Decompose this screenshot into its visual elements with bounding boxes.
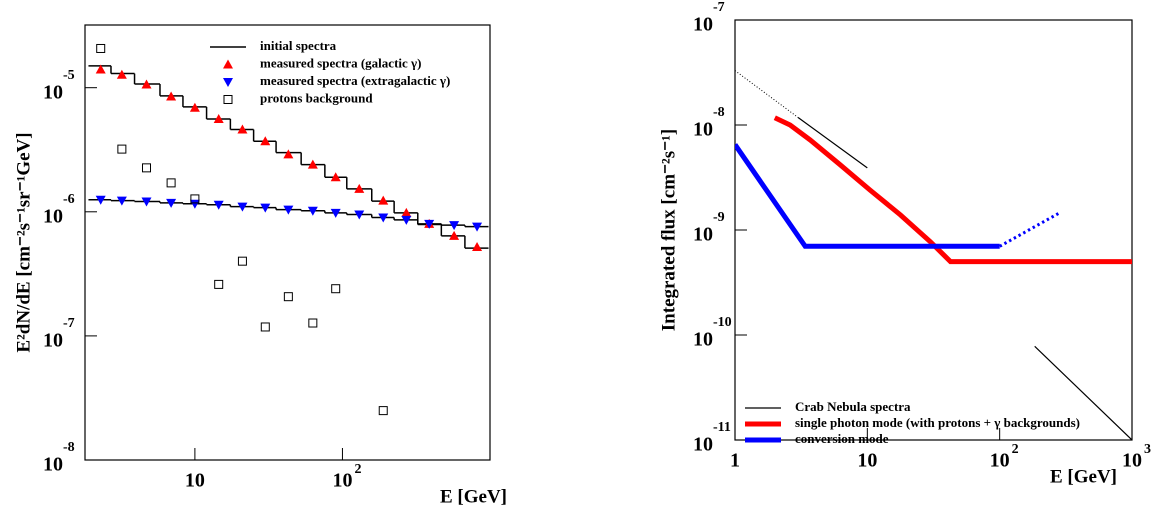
- y-tick-label: 10: [693, 329, 713, 351]
- legend-symbol: [223, 95, 233, 104]
- x-tick-label: 10: [1122, 450, 1142, 472]
- x-axis-title: E [GeV]: [1050, 466, 1117, 487]
- chart-panel: 10 10 210-510-610-710-8E [GeV]E²dN/dE [cm⁻…: [13, 24, 507, 507]
- data-point: [283, 149, 294, 159]
- data-point: [260, 203, 271, 213]
- data-point: [378, 195, 389, 205]
- y-tick-exponent: -5: [63, 68, 75, 83]
- x-tick-label: 10: [332, 470, 352, 492]
- y-tick-exponent: -8: [63, 440, 75, 455]
- data-point: [141, 197, 152, 207]
- y-tick-exponent: -10: [713, 315, 732, 330]
- legend-label: initial spectra: [260, 38, 337, 53]
- data-point: [283, 205, 294, 215]
- plot-area: [735, 70, 1132, 440]
- plot-frame: [84, 24, 491, 461]
- legend-label: protons background: [260, 90, 373, 105]
- data-point: [354, 210, 365, 220]
- data-point: [237, 202, 248, 212]
- y-tick-label: 10: [693, 119, 713, 141]
- y-tick-label: 10: [43, 205, 63, 227]
- data-point: [472, 222, 483, 232]
- data-point: [96, 43, 106, 53]
- x-tick-label: 10: [990, 450, 1010, 472]
- x-axis-title: E [GeV]: [440, 486, 507, 507]
- y-tick-label: 10: [693, 434, 713, 456]
- legend-label: Crab Nebula spectra: [795, 399, 911, 414]
- y-axis-title: Integrated flux [cm⁻²s⁻¹]: [658, 129, 679, 331]
- data-point: [117, 144, 127, 154]
- data-point: [213, 200, 224, 210]
- data-point: [401, 207, 412, 217]
- data-point: [354, 183, 365, 193]
- series-line: [735, 143, 1000, 249]
- data-point: [190, 194, 200, 204]
- data-point: [116, 196, 127, 206]
- data-point: [95, 64, 106, 74]
- legend-label: measured spectra (extragalactic γ): [260, 73, 450, 88]
- x-tick-label: 10: [857, 450, 877, 472]
- y-tick-exponent: -7: [713, 0, 725, 15]
- x-tick-label: 1: [730, 450, 740, 472]
- x-tick-label: 10: [185, 470, 205, 492]
- data-point: [308, 318, 318, 328]
- data-point: [401, 215, 412, 225]
- data-point: [449, 230, 460, 240]
- y-tick-label: 10: [43, 329, 63, 351]
- data-point: [237, 256, 247, 266]
- x-tick-exponent: 3: [1144, 442, 1151, 457]
- y-tick-label: 10: [43, 454, 63, 476]
- data-point: [283, 292, 293, 302]
- legend-symbol: [223, 59, 233, 69]
- legend-label: single photon mode (with protons + γ bac…: [795, 415, 1080, 430]
- y-tick-label: 10: [693, 14, 713, 36]
- data-point: [189, 199, 200, 209]
- y-tick-label: 10: [43, 81, 63, 103]
- data-point: [141, 79, 152, 89]
- data-point: [330, 172, 341, 182]
- data-point: [142, 163, 152, 173]
- data-point: [237, 124, 248, 134]
- y-tick-exponent: -7: [63, 316, 75, 331]
- series-line: [735, 70, 799, 118]
- data-point: [166, 198, 177, 208]
- legend-label: conversion mode: [795, 431, 889, 446]
- data-point: [378, 213, 389, 223]
- y-tick-exponent: -9: [713, 210, 725, 225]
- data-point: [378, 406, 388, 416]
- series-line: [998, 210, 1062, 248]
- series-line: [773, 115, 1132, 265]
- data-point: [166, 178, 176, 188]
- data-point: [330, 208, 341, 218]
- y-tick-exponent: -6: [63, 192, 75, 207]
- x-tick-exponent: 2: [1012, 442, 1019, 457]
- data-point: [260, 136, 271, 146]
- data-point: [449, 221, 460, 231]
- legend-label: measured spectra (galactic γ): [260, 55, 421, 70]
- data-point: [214, 279, 224, 289]
- data-point: [189, 102, 200, 112]
- y-tick-label: 10: [693, 224, 713, 246]
- y-tick-exponent: -8: [713, 105, 725, 120]
- data-point: [331, 284, 341, 294]
- data-point: [260, 322, 270, 332]
- series-line: [797, 117, 1132, 440]
- data-point: [116, 69, 127, 79]
- data-point: [166, 91, 177, 101]
- y-tick-exponent: -11: [713, 420, 731, 435]
- y-axis-title: E²dN/dE [cm⁻²s⁻¹sr⁻¹GeV]: [13, 132, 34, 352]
- plot-area: [88, 43, 489, 416]
- data-point: [307, 159, 318, 169]
- data-point: [213, 113, 224, 123]
- data-point: [424, 219, 435, 229]
- legend-symbol: [223, 78, 233, 87]
- data-point: [95, 195, 106, 205]
- x-tick-exponent: 2: [354, 462, 361, 477]
- data-point: [307, 206, 318, 216]
- data-point: [472, 242, 483, 252]
